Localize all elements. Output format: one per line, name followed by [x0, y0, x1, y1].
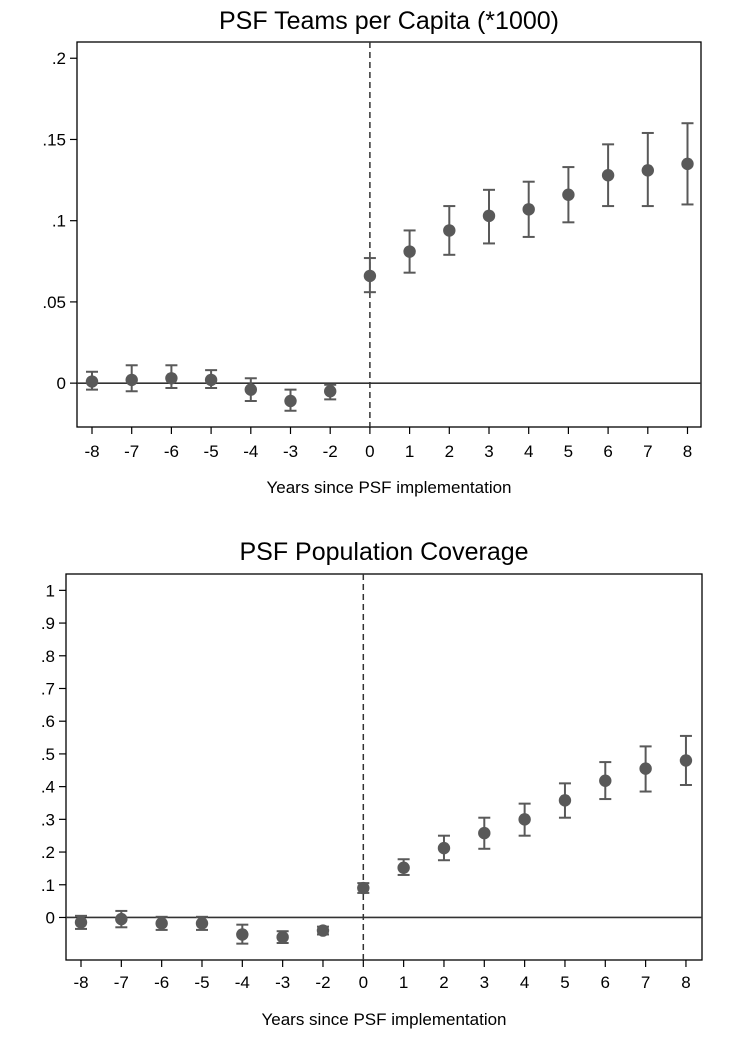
x-tick-label: 1 — [399, 973, 408, 992]
x-tick-label: -6 — [154, 973, 169, 992]
chart-title: PSF Population Coverage — [239, 538, 528, 566]
data-point — [115, 912, 128, 926]
y-axis: 0 .1 .2 .3 .4 .5 .6 .7 .8 .9 1 — [41, 581, 66, 927]
data-point — [403, 245, 416, 258]
data-point — [443, 224, 456, 237]
x-tick-label: 0 — [365, 442, 374, 461]
x-tick-label: -5 — [204, 442, 219, 461]
data-point — [276, 930, 289, 944]
data-point — [244, 383, 257, 396]
y-tick-label: .4 — [41, 778, 55, 797]
data-point — [85, 375, 99, 388]
x-tick-label: 7 — [641, 973, 650, 992]
y-tick-label: .2 — [52, 49, 66, 68]
y-tick-label: 0 — [46, 908, 55, 927]
x-tick-label: -2 — [315, 973, 330, 992]
data-point — [478, 826, 491, 840]
data-point — [482, 209, 496, 223]
x-tick-label: 8 — [683, 442, 692, 461]
data-point — [195, 917, 209, 930]
y-tick-label: .9 — [41, 614, 55, 633]
plot-frame — [76, 41, 702, 428]
x-tick-label: -8 — [84, 442, 99, 461]
y-tick-label: .1 — [52, 212, 66, 231]
data-point — [324, 385, 337, 398]
data-point — [284, 394, 297, 408]
x-tick-label: -8 — [73, 973, 88, 992]
x-tick-label: -6 — [164, 442, 179, 461]
data-point — [125, 373, 138, 387]
data-marks — [74, 734, 693, 945]
x-tick-label: -3 — [275, 973, 290, 992]
data-point — [679, 754, 693, 767]
x-tick-label: 6 — [601, 973, 610, 992]
y-tick-label: .3 — [41, 810, 55, 829]
data-point — [155, 917, 168, 930]
data-point — [639, 762, 652, 775]
data-point — [601, 169, 615, 182]
x-tick-label: 6 — [603, 442, 612, 461]
plot-frame — [65, 573, 703, 961]
chart-teams-per-capita: PSF Teams per Capita (*1000) 0 .05 .1 .15 .2… — [42, 7, 702, 497]
x-tick-label: 0 — [359, 973, 368, 992]
x-axis: -8 -7 -6 -5 -4 -3 -2 0 1 2 3 4 5 6 7 8 — [73, 960, 691, 992]
data-point — [562, 188, 575, 201]
y-tick-label: .1 — [41, 876, 55, 895]
data-point — [518, 813, 531, 826]
chart-title: PSF Teams per Capita (*1000) — [219, 7, 559, 35]
data-marks — [85, 122, 694, 412]
data-point — [599, 774, 612, 787]
data-point — [204, 373, 218, 387]
y-tick-label: 0 — [57, 374, 66, 393]
x-tick-label: -2 — [323, 442, 338, 461]
x-tick-label: -4 — [243, 442, 258, 461]
data-point — [641, 164, 654, 177]
x-tick-label: 2 — [439, 973, 448, 992]
data-point — [522, 203, 535, 216]
x-axis-label: Years since PSF implementation — [261, 1010, 506, 1029]
x-tick-label: 3 — [484, 442, 493, 461]
y-tick-label: .15 — [42, 130, 66, 149]
data-point — [236, 928, 249, 941]
data-point — [357, 881, 370, 895]
x-tick-label: -4 — [235, 973, 250, 992]
x-tick-label: -7 — [124, 442, 139, 461]
x-tick-label: 4 — [524, 442, 533, 461]
data-point — [165, 372, 178, 385]
x-tick-label: -7 — [114, 973, 129, 992]
data-point — [681, 157, 694, 171]
y-tick-label: .5 — [41, 745, 55, 764]
x-tick-label: -3 — [283, 442, 298, 461]
x-tick-label: 5 — [560, 973, 569, 992]
data-point — [74, 916, 88, 929]
x-tick-label: 4 — [520, 973, 529, 992]
y-tick-label: .05 — [42, 293, 66, 312]
data-point — [363, 269, 377, 283]
data-point — [316, 924, 330, 937]
y-tick-label: .6 — [41, 712, 55, 731]
x-tick-label: 5 — [564, 442, 573, 461]
y-tick-label: .8 — [41, 647, 55, 666]
data-point — [558, 794, 572, 807]
x-tick-label: 1 — [405, 442, 414, 461]
x-axis-label: Years since PSF implementation — [266, 478, 511, 497]
x-tick-label: 7 — [643, 442, 652, 461]
x-tick-label: 8 — [681, 973, 690, 992]
data-point — [397, 861, 410, 874]
x-tick-label: 2 — [445, 442, 454, 461]
y-axis: 0 .05 .1 .15 .2 — [42, 49, 77, 393]
chart-population-coverage: PSF Population Coverage 0 .1 .2 .3 .4 .5 .6 .7.… — [41, 538, 703, 1029]
y-tick-label: 1 — [46, 581, 55, 600]
x-axis: -8 -7 -6 -5 -4 -3 -2 0 1 2 3 4 5 6 7 8 — [84, 427, 692, 461]
x-tick-label: -5 — [194, 973, 209, 992]
x-tick-label: 3 — [480, 973, 489, 992]
y-tick-label: .7 — [41, 679, 55, 698]
data-point — [437, 841, 451, 855]
y-tick-label: .2 — [41, 843, 55, 862]
